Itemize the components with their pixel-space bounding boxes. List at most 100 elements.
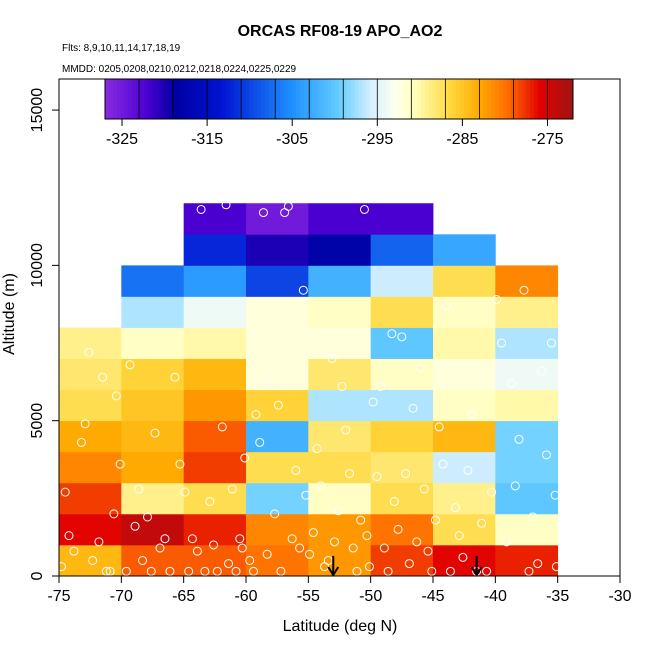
observation-point	[551, 562, 561, 572]
heatmap-cell	[246, 265, 309, 297]
colorbar-segment	[506, 79, 512, 119]
heatmap-cell	[495, 296, 559, 328]
observation-point	[312, 444, 322, 454]
observation-point	[165, 566, 175, 576]
heatmap-cell	[433, 389, 496, 422]
observation-point	[359, 204, 369, 214]
colorbar-segment	[342, 79, 348, 119]
heatmap-cell	[433, 482, 496, 515]
x-tick-label: -30	[608, 588, 631, 605]
heatmap-cell	[183, 296, 247, 328]
observation-point	[88, 555, 98, 565]
heatmap-cell	[59, 358, 122, 391]
observation-point	[434, 422, 444, 432]
observation-point	[101, 566, 111, 576]
colorbar-segment	[405, 79, 410, 119]
colorbar-segment	[424, 79, 430, 119]
observation-point	[251, 409, 261, 419]
x-tick-label: -40	[484, 588, 507, 605]
x-tick-label: -50	[359, 588, 382, 605]
heatmap-cell	[59, 420, 122, 453]
heatmap-cell	[183, 420, 247, 453]
observation-point	[550, 490, 560, 500]
observation-point	[301, 490, 311, 500]
y-tick-label: 0	[29, 571, 46, 580]
colorbar-segment	[186, 79, 192, 119]
colorbar-segment	[456, 79, 461, 119]
heatmap-cell	[308, 544, 372, 577]
observation-point	[224, 559, 234, 569]
colorbar-segment	[541, 79, 547, 119]
colorbar-segment	[276, 79, 281, 119]
colorbar-segment	[545, 79, 551, 119]
colorbar-segment	[417, 79, 422, 119]
colorbar-segment	[561, 79, 566, 119]
colorbar-segment	[190, 79, 196, 119]
observation-point	[333, 506, 343, 516]
x-tick-label: -45	[421, 588, 444, 605]
observation-point	[438, 459, 448, 469]
colorbar-segment	[140, 79, 145, 119]
observation-point	[69, 546, 79, 556]
heatmap-cell	[308, 358, 372, 391]
observation-point	[341, 425, 351, 435]
colorbar-segment	[436, 79, 441, 119]
observation-point	[507, 378, 517, 388]
colorbar-segment	[105, 79, 110, 119]
observation-point	[237, 543, 247, 553]
observation-point	[240, 453, 250, 463]
colorbar-segment	[350, 79, 356, 119]
colorbar-segment	[202, 79, 207, 119]
colorbar-segment	[374, 79, 379, 119]
colorbar-segment	[288, 79, 293, 119]
observation-point	[427, 566, 437, 576]
colorbar-segment	[319, 79, 324, 119]
colorbar-segment	[128, 79, 133, 119]
observation-point	[205, 496, 215, 506]
colorbar-segment	[171, 79, 176, 119]
observation-point	[298, 285, 308, 295]
heatmap-cell	[495, 482, 559, 515]
observation-point	[150, 428, 160, 438]
colorbar-segment	[452, 79, 457, 119]
colorbar-segment	[303, 79, 309, 119]
colorbar-segment	[366, 79, 371, 119]
colorbar-segment	[233, 79, 239, 119]
colorbar-segment	[401, 79, 406, 119]
observation-point	[477, 518, 487, 528]
colorbar-segment	[471, 79, 476, 119]
observation-point	[305, 549, 315, 559]
colorbar-segment	[514, 79, 519, 119]
observation-point	[196, 204, 206, 214]
heatmap-cell	[246, 203, 309, 235]
observation-point	[262, 549, 272, 559]
colorbar-segment	[264, 79, 270, 119]
colorbar-segment	[522, 79, 527, 119]
heatmap-cell	[308, 265, 372, 297]
colorbar-segment	[327, 79, 332, 119]
heatmap-cell	[59, 451, 122, 484]
colorbar-segment	[565, 79, 570, 119]
heatmap-cells	[59, 203, 559, 577]
colorbar-segment	[112, 79, 118, 119]
colorbar-segment	[495, 79, 500, 119]
heatmap-cell	[121, 327, 185, 359]
observation-point	[379, 543, 389, 553]
observation-point	[502, 537, 512, 547]
observation-point	[138, 555, 148, 565]
colorbar-segment	[237, 79, 242, 119]
heatmap-cell	[183, 265, 247, 297]
x-tick-label: -70	[110, 588, 133, 605]
colorbar-segment	[167, 79, 172, 119]
colorbar-segment	[159, 79, 164, 119]
observation-point	[356, 515, 366, 525]
colorbar-segment	[459, 79, 465, 119]
heatmap-cell	[495, 544, 559, 577]
observation-point	[248, 566, 258, 576]
colorbar-segment	[346, 79, 352, 119]
observation-point	[98, 372, 108, 382]
colorbar-segment	[553, 79, 558, 119]
colorbar-segment	[292, 79, 297, 119]
colorbar-segment	[530, 79, 535, 119]
